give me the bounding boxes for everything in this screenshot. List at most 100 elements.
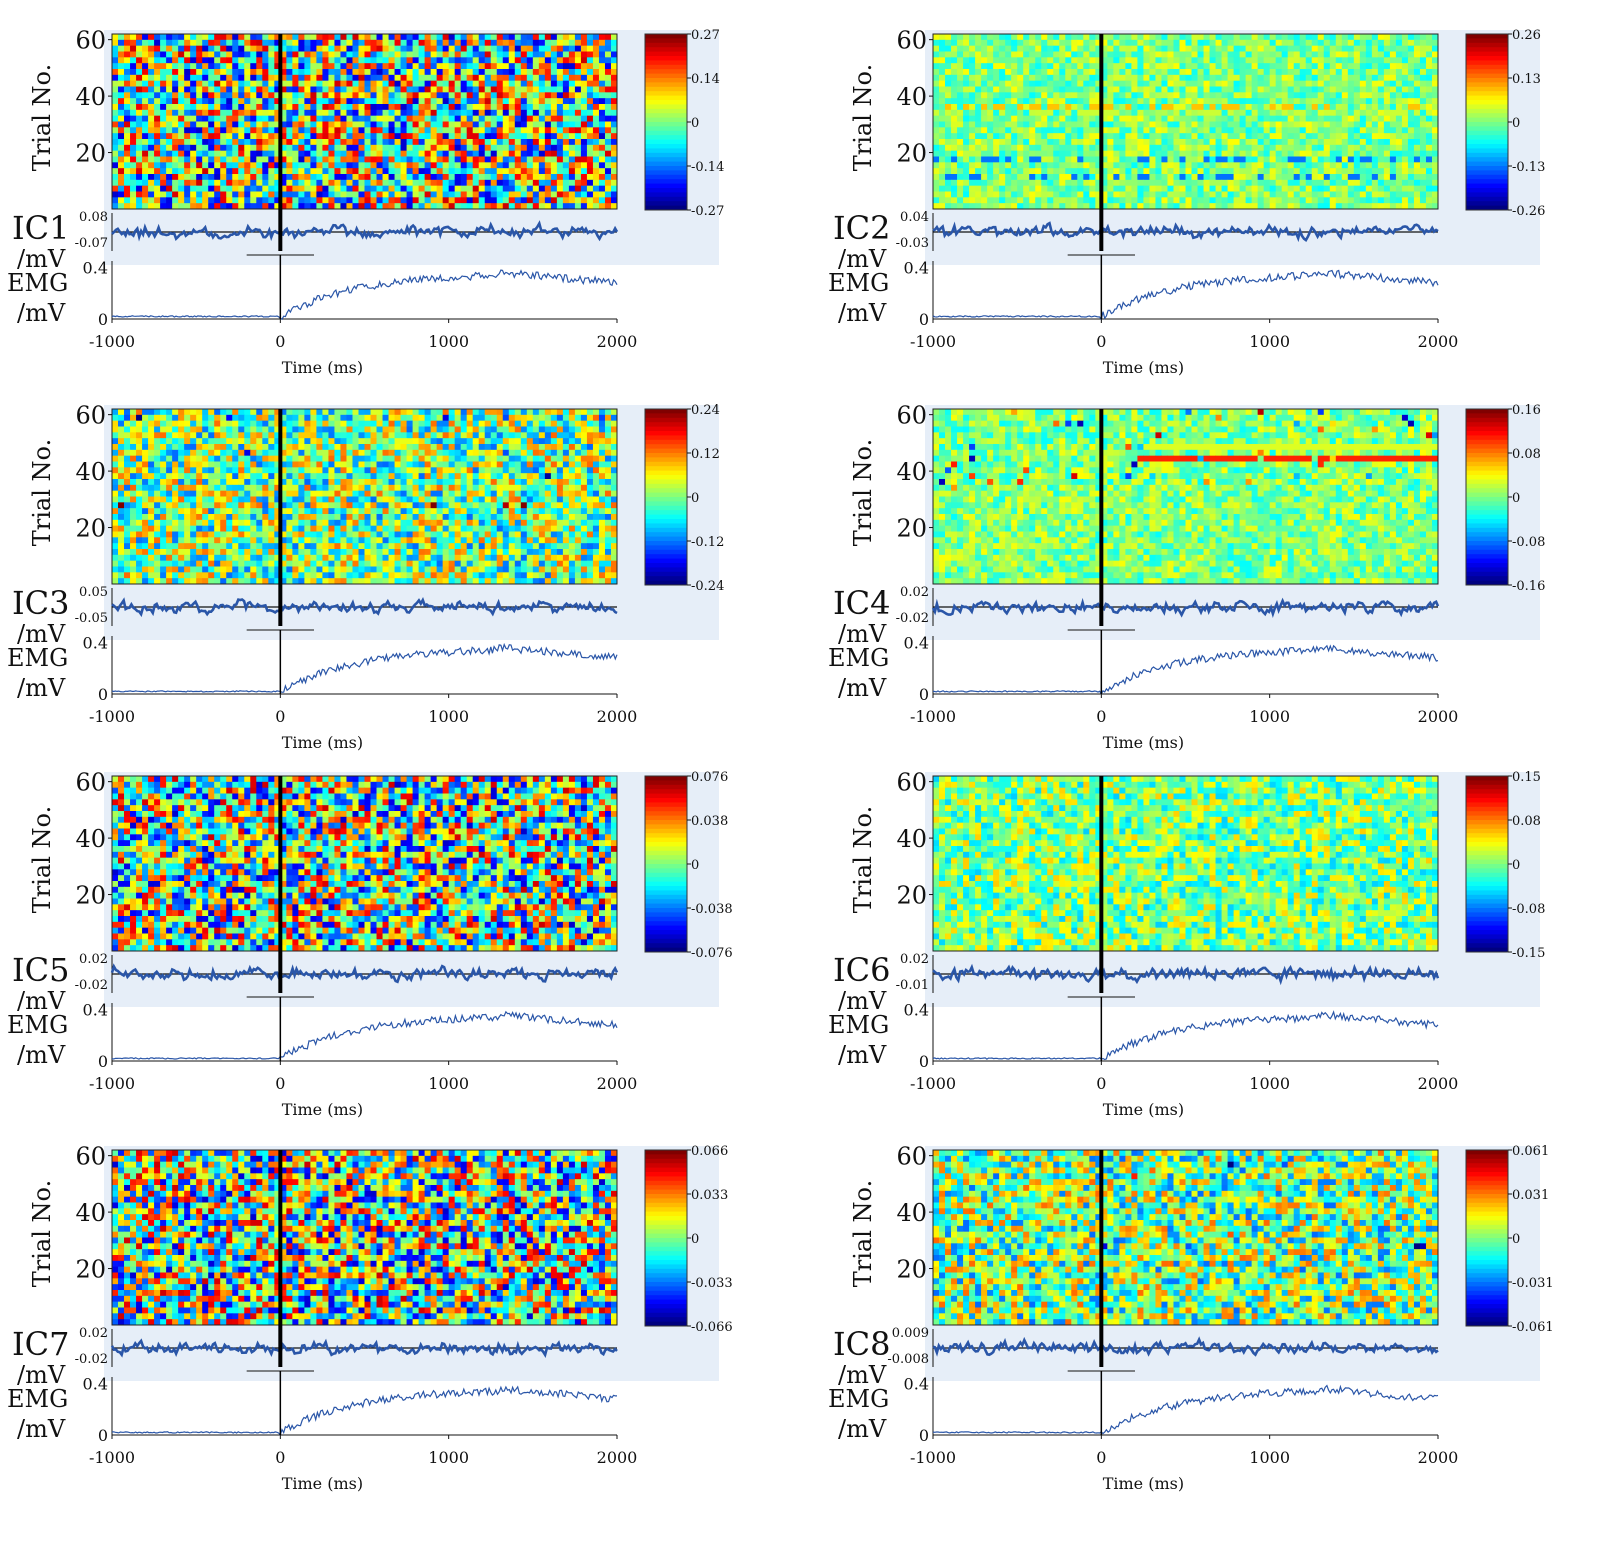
heatmap-cell — [310, 139, 317, 146]
heatmap-cell — [1227, 63, 1235, 70]
heatmap-cell — [1431, 191, 1439, 198]
heatmap-cell — [1053, 109, 1060, 117]
heatmap-cell — [1251, 185, 1259, 192]
colorbar-swatch — [645, 122, 687, 127]
heatmap-cell — [262, 197, 269, 204]
heatmap-cell — [1089, 121, 1096, 128]
heatmap-cell — [550, 174, 558, 181]
heatmap-cell — [238, 45, 245, 52]
heatmap-cell — [232, 63, 239, 70]
heatmap-cell — [328, 139, 335, 146]
heatmap-cell — [1209, 150, 1217, 157]
heatmap-cell — [562, 174, 570, 181]
heatmap-cell — [478, 179, 486, 187]
heatmap-cell — [352, 156, 359, 163]
heatmap-cell — [1161, 168, 1168, 175]
heatmap-cell — [424, 150, 432, 157]
heatmap-cell — [526, 127, 534, 134]
heatmap-cell — [1107, 57, 1114, 64]
heatmap-cell — [166, 185, 173, 192]
heatmap-cell — [1227, 168, 1235, 175]
heatmap-cell — [1251, 104, 1259, 111]
heatmap-cell — [1251, 45, 1259, 52]
heatmap-cell — [1365, 144, 1373, 152]
heatmap-cell — [1191, 98, 1199, 105]
heatmap-cell — [184, 92, 191, 99]
heatmap-cell — [1413, 74, 1421, 82]
heatmap-cell — [1275, 115, 1283, 122]
heatmap-cell — [1065, 150, 1072, 157]
heatmap-cell — [232, 185, 239, 192]
heatmap-cell — [1179, 45, 1186, 52]
heatmap-cell — [1383, 51, 1391, 58]
heatmap-cell — [184, 57, 191, 64]
heatmap-cell — [250, 86, 257, 93]
heatmap-cell — [1095, 179, 1102, 187]
heatmap-cell — [166, 162, 173, 169]
heatmap-cell — [1263, 92, 1271, 99]
heatmap-cell — [1323, 51, 1331, 58]
heatmap-cell — [1353, 34, 1361, 41]
heatmap-cell — [268, 104, 275, 111]
heatmap-cell — [454, 39, 462, 47]
heatmap-cell — [598, 168, 606, 175]
heatmap-cell — [1167, 133, 1174, 140]
heatmap-cell — [1047, 150, 1054, 157]
heatmap-cell — [556, 179, 564, 187]
heatmap-cell — [1227, 185, 1235, 192]
heatmap-cell — [298, 80, 305, 87]
heatmap-cell — [963, 86, 970, 93]
heatmap-cell — [1419, 34, 1427, 41]
heatmap-cell — [142, 127, 149, 134]
heatmap-cell — [538, 51, 546, 58]
heatmap-cell — [1431, 185, 1439, 192]
heatmap-cell — [1221, 92, 1229, 99]
heatmap-cell — [154, 197, 161, 204]
heatmap-cell — [358, 197, 365, 204]
heatmap-cell — [568, 98, 576, 105]
heatmap-cell — [574, 34, 582, 41]
heatmap-cell — [364, 98, 372, 105]
heatmap-cell — [364, 162, 372, 169]
heatmap-cell — [418, 168, 426, 175]
heatmap-cell — [310, 168, 317, 175]
heatmap-cell — [232, 139, 239, 146]
heatmap-cell — [124, 162, 131, 169]
heatmap-cell — [1053, 74, 1060, 82]
heatmap-cell — [508, 191, 516, 198]
heatmap-cell — [1425, 133, 1433, 140]
heatmap-cell — [610, 34, 618, 41]
heatmap-cell — [1011, 150, 1018, 157]
heatmap-cell — [1209, 69, 1217, 76]
heatmap-cell — [538, 150, 546, 157]
heatmap-cell — [610, 92, 618, 99]
heatmap-cell — [190, 34, 197, 41]
heatmap-cell — [1101, 69, 1108, 76]
heatmap-cell — [1005, 34, 1012, 41]
heatmap-cell — [939, 74, 946, 82]
heatmap-cell — [400, 121, 408, 128]
heatmap-cell — [1059, 185, 1066, 192]
heatmap-cell — [981, 98, 988, 105]
heatmap-cell — [1263, 45, 1271, 52]
heatmap-cell — [1383, 139, 1391, 146]
heatmap-cell — [1359, 86, 1367, 93]
heatmap-cell — [214, 104, 221, 111]
heatmap-cell — [496, 74, 504, 82]
heatmap-cell — [502, 156, 510, 163]
heatmap-cell — [1275, 133, 1283, 140]
heatmap-cell — [148, 185, 155, 192]
heatmap-cell — [358, 51, 365, 58]
heatmap-cell — [298, 51, 305, 58]
heatmap-cell — [214, 191, 221, 198]
heatmap-cell — [1407, 162, 1415, 169]
heatmap-cell — [220, 150, 227, 157]
heatmap-cell — [987, 39, 994, 47]
heatmap-cell — [514, 133, 522, 140]
heatmap-cell — [448, 162, 456, 169]
heatmap-cell — [556, 139, 564, 146]
heatmap-cell — [238, 150, 245, 157]
heatmap-cell — [981, 174, 988, 181]
heatmap-cell — [1029, 69, 1036, 76]
heatmap-cell — [568, 45, 576, 52]
